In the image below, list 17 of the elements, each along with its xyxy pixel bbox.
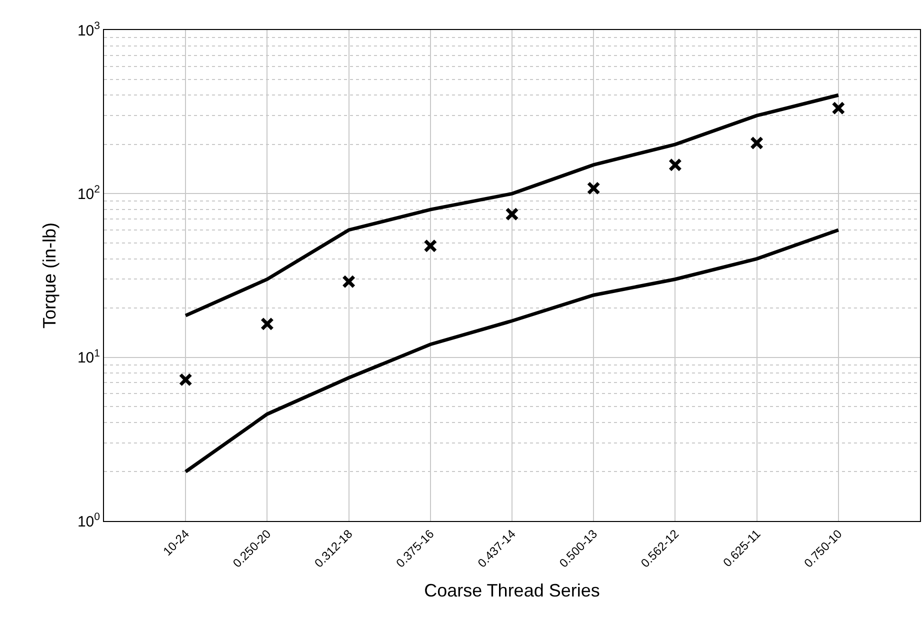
point	[586, 181, 600, 195]
point	[424, 239, 438, 253]
point	[832, 101, 846, 115]
point	[505, 207, 519, 221]
line-series	[184, 93, 840, 318]
y-tick-label: 10$^{2}$	[77, 184, 100, 203]
line-series	[184, 228, 840, 474]
point	[178, 372, 192, 386]
point	[750, 136, 764, 150]
y-axis-title: Torque (in-lb)	[40, 222, 60, 329]
point	[342, 274, 356, 288]
x-axis-title: Coarse Thread Series	[424, 580, 600, 600]
y-tick-label: 10$^{0}$	[77, 510, 100, 530]
y-tick-label: 10$^{1}$	[77, 347, 100, 367]
point	[668, 158, 682, 172]
y-tick-label: 10$^{3}$	[77, 20, 100, 40]
point	[260, 317, 274, 331]
